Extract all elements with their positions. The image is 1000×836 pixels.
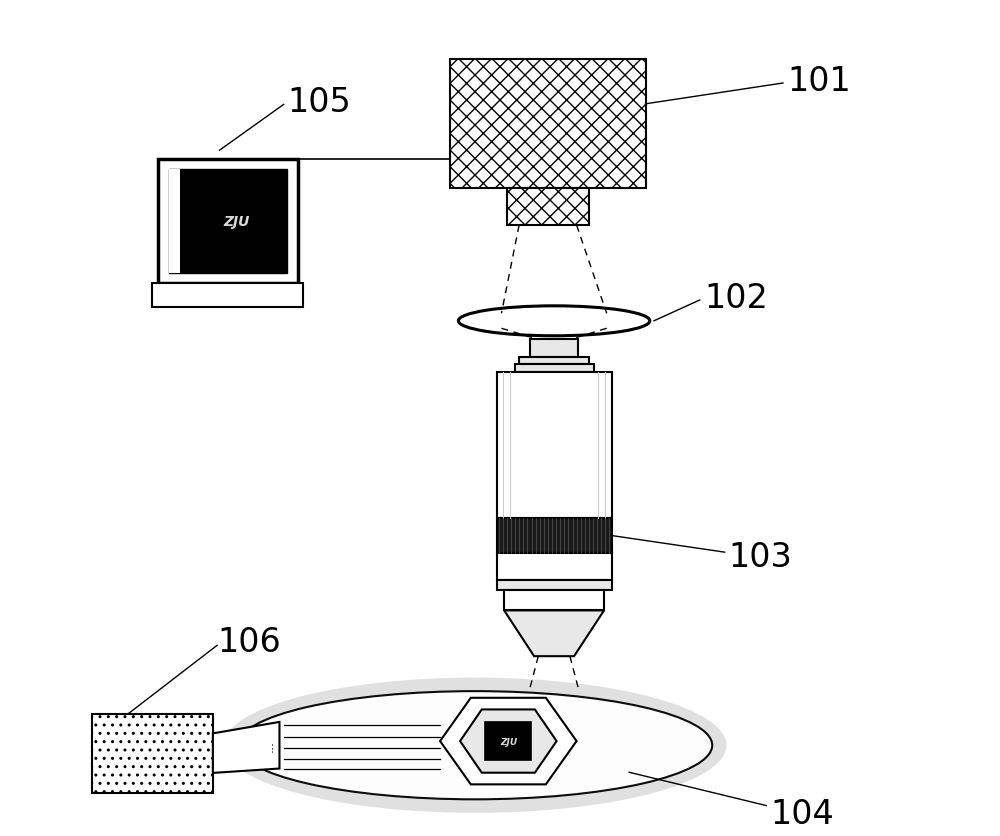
Bar	[497, 580, 612, 590]
Text: ZJU: ZJU	[223, 215, 249, 229]
Text: ···: ···	[267, 739, 280, 752]
Polygon shape	[460, 710, 557, 772]
Text: 106: 106	[217, 625, 281, 658]
Bar	[507, 188, 589, 226]
Ellipse shape	[458, 307, 650, 336]
Text: 103: 103	[729, 540, 793, 573]
Text: 101: 101	[787, 65, 851, 98]
Text: 102: 102	[704, 282, 768, 314]
Text: 104: 104	[770, 798, 834, 830]
Ellipse shape	[238, 691, 712, 799]
Bar	[152, 284, 303, 308]
Text: 105: 105	[288, 86, 352, 120]
Bar	[504, 590, 604, 610]
Polygon shape	[213, 722, 279, 773]
Bar	[169, 171, 287, 273]
Ellipse shape	[224, 678, 726, 813]
Bar	[530, 339, 578, 358]
Bar	[450, 59, 646, 188]
Bar	[158, 160, 298, 284]
Bar	[515, 364, 594, 373]
Bar	[169, 171, 180, 273]
Bar	[519, 358, 589, 364]
Text: ZJU: ZJU	[500, 737, 517, 746]
Bar	[497, 518, 612, 553]
Bar	[485, 722, 531, 760]
Bar	[92, 714, 213, 793]
Bar	[497, 553, 612, 580]
Polygon shape	[440, 698, 577, 784]
Polygon shape	[504, 610, 604, 656]
Bar	[497, 373, 612, 518]
